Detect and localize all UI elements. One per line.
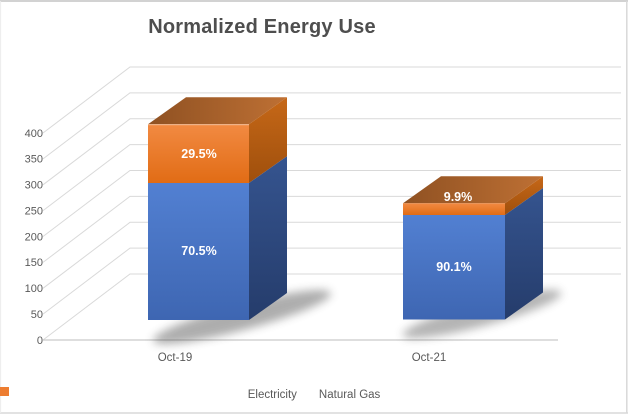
gridline xyxy=(42,92,621,160)
x-axis: Oct-19 Oct-21 xyxy=(158,352,447,364)
bar-oct-19: 29.5% 70.5% xyxy=(148,97,287,320)
gridlines xyxy=(42,66,621,341)
y-axis-tick: 400 xyxy=(25,128,43,140)
oct21-natural-gas-side-face xyxy=(505,176,543,215)
y-axis-tick: 100 xyxy=(25,283,43,295)
oct19-electricity-segment xyxy=(148,183,249,320)
y-axis-tick: 200 xyxy=(25,231,43,243)
legend-item-electricity: Electricity xyxy=(0,387,297,401)
oct19-electricity-side-face xyxy=(249,156,287,320)
gridline xyxy=(42,170,621,237)
bar-oct-21: 9.9% 90.1% xyxy=(403,176,543,320)
x-axis-label-oct-21: Oct-21 xyxy=(412,352,447,364)
oct19-natural-gas-segment xyxy=(148,124,249,183)
data-label-oct21-electricity: 90.1% xyxy=(436,260,471,274)
gridline xyxy=(42,118,621,186)
y-axis: 0 50 100 150 200 250 300 350 400 xyxy=(25,128,43,347)
y-axis-tick: 300 xyxy=(25,180,43,192)
y-axis-tick: 250 xyxy=(25,205,43,217)
oct19-natural-gas-top-face xyxy=(148,97,287,125)
legend-item-natural-gas: Natural Gas xyxy=(0,387,381,401)
oct19-natural-gas-side-face xyxy=(249,97,287,183)
legend-label-natural-gas: Natural Gas xyxy=(318,389,381,401)
gridline xyxy=(42,66,621,134)
y-axis-tick: 150 xyxy=(25,257,43,269)
x-axis-label-oct-19: Oct-19 xyxy=(158,352,193,364)
data-label-oct19-electricity: 70.5% xyxy=(181,244,216,258)
gridline xyxy=(42,144,621,211)
data-label-oct21-natural-gas: 9.9% xyxy=(444,190,473,204)
oct21-electricity-segment xyxy=(403,215,505,320)
oct21-electricity-side-face xyxy=(505,188,543,320)
y-axis-tick: 350 xyxy=(25,154,43,166)
y-axis-tick: 0 xyxy=(37,335,43,347)
data-label-oct19-natural-gas: 29.5% xyxy=(181,147,216,161)
chart-title: Normalized Energy Use xyxy=(148,16,376,38)
oct21-natural-gas-top-face xyxy=(403,176,543,204)
legend: Electricity Natural Gas xyxy=(0,387,628,403)
legend-swatch-natural-gas-icon xyxy=(0,387,9,396)
y-axis-tick: 50 xyxy=(31,309,43,321)
oct21-natural-gas-segment xyxy=(403,203,505,215)
legend-label-electricity: Electricity xyxy=(247,389,297,401)
